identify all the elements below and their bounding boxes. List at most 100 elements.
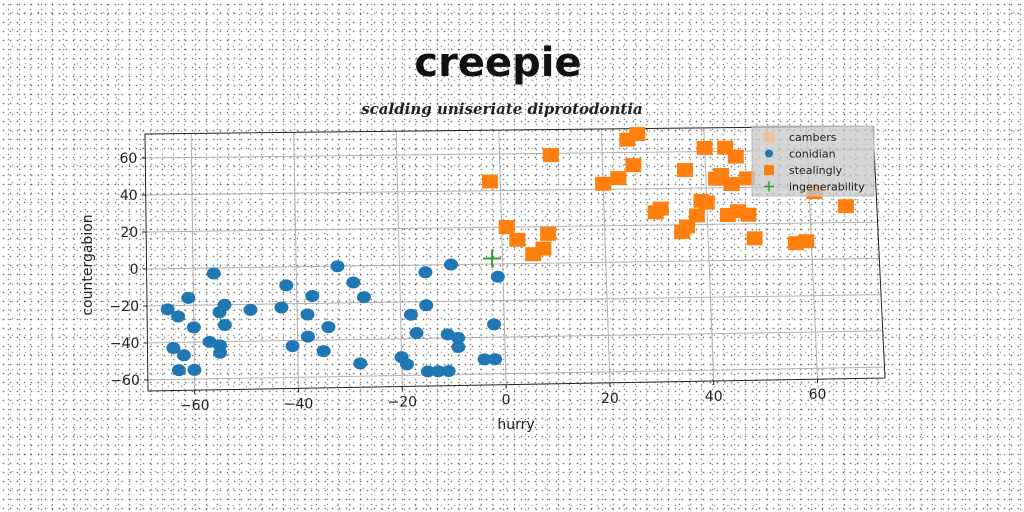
legend-label-conidian: conidian xyxy=(789,148,836,161)
point-stealingly xyxy=(481,174,498,189)
point-conidian xyxy=(353,357,368,370)
point-conidian xyxy=(274,301,289,314)
x-tick-label: 40 xyxy=(705,389,723,405)
x-axis-label: hurry xyxy=(497,417,534,433)
point-conidian xyxy=(187,363,202,376)
point-stealingly xyxy=(498,220,515,235)
point-stealingly xyxy=(688,208,705,223)
point-conidian xyxy=(300,330,315,343)
y-tick-label: −20 xyxy=(109,299,139,315)
x-tick-label: −20 xyxy=(388,395,418,411)
point-conidian xyxy=(477,353,492,366)
point-conidian xyxy=(181,291,196,304)
x-tick-label: −40 xyxy=(284,396,314,412)
x-gridline xyxy=(190,133,196,391)
point-conidian xyxy=(444,258,459,271)
x-gridline xyxy=(600,128,611,383)
point-conidian xyxy=(316,345,331,358)
point-stealingly xyxy=(540,226,557,241)
point-conidian xyxy=(399,358,414,371)
legend-label-cambers: cambers xyxy=(789,131,837,144)
y-gridline xyxy=(146,257,880,270)
point-conidian xyxy=(441,365,456,378)
point-conidian xyxy=(217,319,232,332)
point-stealingly xyxy=(629,127,646,142)
legend-label-stealingly: stealingly xyxy=(789,164,843,177)
point-conidian xyxy=(451,340,466,353)
point-conidian xyxy=(186,321,201,334)
point-stealingly xyxy=(509,232,526,247)
point-conidian xyxy=(346,276,361,289)
point-stealingly xyxy=(746,231,763,246)
point-conidian xyxy=(431,365,446,378)
plot-area: −60 −40 −20 0 20 40 60 60 40 20 0 −20 −40 −60 xyxy=(109,125,886,414)
point-conidian xyxy=(403,308,418,321)
grid xyxy=(145,126,885,391)
point-conidian xyxy=(420,365,435,378)
legend-marker-ingenerability xyxy=(764,181,774,192)
legend: cambers conidian stealingly ingenerability xyxy=(751,125,875,197)
y-gridline xyxy=(147,366,885,381)
x-tick-label: 60 xyxy=(809,387,827,403)
point-conidian xyxy=(419,299,434,312)
y-tick-label: 20 xyxy=(120,225,138,241)
point-conidian xyxy=(166,342,181,355)
point-stealingly xyxy=(652,201,669,216)
point-conidian xyxy=(321,321,336,334)
y-tick-label: 60 xyxy=(119,151,137,167)
point-conidian xyxy=(418,266,433,279)
point-conidian xyxy=(300,308,315,321)
x-gridline xyxy=(498,130,507,385)
point-ingenerability xyxy=(483,249,502,268)
y-tick-label: −60 xyxy=(110,373,140,389)
point-conidian xyxy=(487,318,502,331)
point-conidian xyxy=(217,298,232,311)
x-gridline xyxy=(703,127,715,382)
point-stealingly xyxy=(535,241,552,256)
legend-marker-cambers xyxy=(763,132,775,142)
point-conidian xyxy=(488,353,503,366)
point-conidian xyxy=(176,349,191,362)
x-tick-label: 20 xyxy=(601,391,619,407)
point-stealingly xyxy=(727,149,744,164)
point-conidian xyxy=(171,310,186,323)
point-stealingly xyxy=(610,171,627,186)
y-tick-label: −40 xyxy=(110,336,140,352)
point-conidian xyxy=(451,331,466,344)
point-stealingly xyxy=(740,207,757,222)
point-conidian xyxy=(279,279,294,292)
point-conidian xyxy=(409,327,424,340)
chart-subtitle: scalding uniseriate diprotodontia xyxy=(361,100,643,118)
y-tick-label: 40 xyxy=(120,188,138,204)
point-conidian xyxy=(243,303,258,316)
point-stealingly xyxy=(738,171,755,186)
point-conidian xyxy=(490,270,505,283)
axis-ticks: −60 −40 −20 0 20 40 60 60 40 20 0 −20 −40 −60 xyxy=(109,151,826,414)
point-conidian xyxy=(212,339,227,352)
point-conidian xyxy=(356,291,371,304)
y-gridline xyxy=(147,330,883,344)
y-gridline xyxy=(146,294,882,307)
point-stealingly xyxy=(696,140,713,155)
x-tick-label: −60 xyxy=(180,398,210,414)
y-tick-label: 0 xyxy=(130,262,139,278)
point-stealingly xyxy=(625,158,642,173)
point-stealingly xyxy=(798,234,815,249)
legend-label-ingenerability: ingenerability xyxy=(789,181,865,194)
point-conidian xyxy=(305,290,320,303)
point-stealingly xyxy=(698,195,715,210)
point-stealingly xyxy=(679,219,696,234)
legend-marker-stealingly xyxy=(764,165,774,175)
chart-title: creepie xyxy=(414,40,581,86)
point-conidian xyxy=(160,303,175,316)
legend-marker-conidian xyxy=(765,149,773,158)
point-stealingly xyxy=(595,176,612,191)
point-stealingly xyxy=(723,176,740,191)
y-axis-label: countergabion xyxy=(80,214,96,315)
point-stealingly xyxy=(837,199,854,214)
point-conidian xyxy=(206,267,221,280)
point-conidian xyxy=(171,364,186,377)
point-stealingly xyxy=(676,162,693,177)
point-stealingly xyxy=(542,148,559,163)
